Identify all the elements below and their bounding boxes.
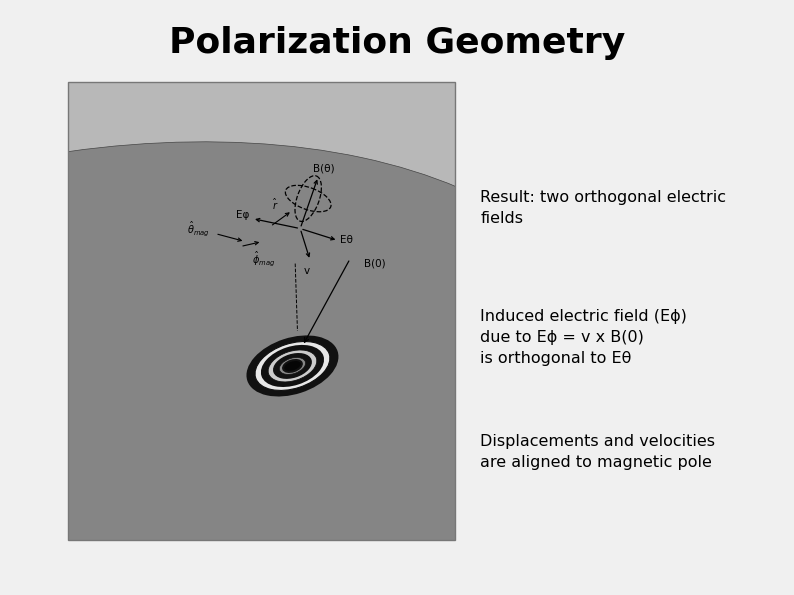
Text: Polarization Geometry: Polarization Geometry	[169, 26, 625, 60]
Ellipse shape	[268, 350, 317, 382]
Bar	[68, 82, 455, 540]
Ellipse shape	[0, 309, 387, 595]
Bar	[0, 0, 68, 595]
Text: Eθ: Eθ	[340, 234, 353, 245]
Ellipse shape	[0, 281, 430, 595]
Ellipse shape	[0, 211, 537, 595]
Text: B(0): B(0)	[364, 259, 386, 268]
Text: Eφ: Eφ	[236, 209, 249, 220]
Ellipse shape	[0, 239, 494, 595]
Ellipse shape	[274, 353, 311, 378]
Ellipse shape	[0, 434, 196, 595]
Ellipse shape	[0, 226, 515, 595]
Bar	[68, 82, 455, 540]
Ellipse shape	[0, 448, 175, 595]
Ellipse shape	[0, 253, 472, 595]
Ellipse shape	[0, 392, 260, 595]
Ellipse shape	[248, 336, 337, 396]
Ellipse shape	[0, 350, 323, 595]
Ellipse shape	[0, 462, 153, 595]
Ellipse shape	[0, 322, 366, 595]
Text: Induced electric field (Eϕ)
due to Eϕ = v x B(0)
is orthogonal to Eθ: Induced electric field (Eϕ) due to Eϕ = …	[480, 309, 688, 367]
Ellipse shape	[0, 364, 303, 595]
Text: $\hat{r}$: $\hat{r}$	[272, 197, 279, 212]
Text: v: v	[304, 265, 310, 275]
Ellipse shape	[0, 156, 622, 595]
Ellipse shape	[279, 358, 306, 374]
Text: B(θ): B(θ)	[314, 164, 335, 174]
Bar	[0, 0, 794, 82]
Ellipse shape	[0, 198, 557, 595]
Text: $\hat{\phi}_{mag}$: $\hat{\phi}_{mag}$	[252, 249, 276, 268]
Ellipse shape	[0, 518, 68, 595]
Bar	[455, 0, 794, 595]
Ellipse shape	[262, 346, 323, 386]
Ellipse shape	[0, 420, 217, 595]
Ellipse shape	[0, 475, 132, 595]
Ellipse shape	[0, 183, 579, 595]
Ellipse shape	[255, 342, 330, 390]
Ellipse shape	[0, 295, 409, 595]
Ellipse shape	[0, 378, 281, 595]
Ellipse shape	[0, 490, 110, 595]
Ellipse shape	[0, 142, 643, 595]
Text: Displacements and velocities
are aligned to magnetic pole: Displacements and velocities are aligned…	[480, 434, 715, 471]
Text: $\hat{\theta}_{mag}$: $\hat{\theta}_{mag}$	[187, 219, 210, 238]
Ellipse shape	[283, 360, 302, 372]
Ellipse shape	[0, 170, 600, 595]
Ellipse shape	[0, 267, 451, 595]
Ellipse shape	[0, 406, 238, 595]
Bar	[0, 540, 794, 595]
Text: Result: two orthogonal electric
fields: Result: two orthogonal electric fields	[480, 190, 727, 227]
Ellipse shape	[0, 337, 345, 595]
Ellipse shape	[0, 503, 89, 595]
